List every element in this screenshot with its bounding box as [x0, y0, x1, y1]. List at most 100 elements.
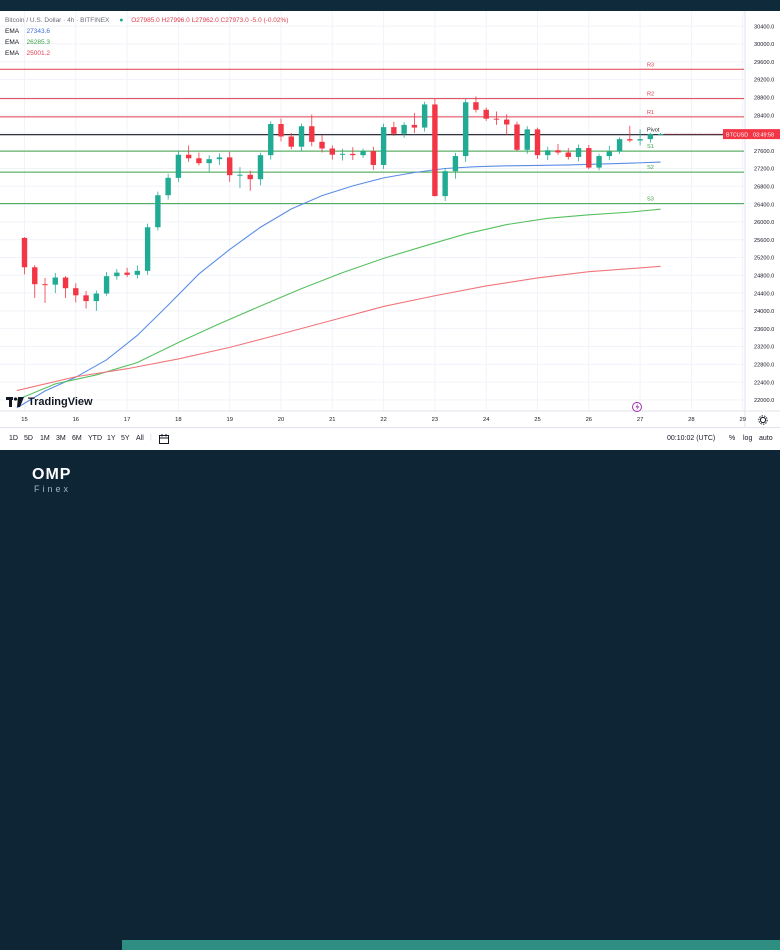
finex-logo-text: Finex [34, 484, 72, 494]
time-tick-label: 17 [124, 417, 130, 423]
candle-up [52, 277, 58, 285]
time-tick-label: 18 [175, 417, 181, 423]
timeframe-5d[interactable]: 5D [24, 435, 33, 442]
price-tag-symbol: BTCUSD [726, 132, 748, 138]
price-tag-badge[interactable] [723, 129, 780, 140]
price-tag-time: 03:49:58 [753, 132, 774, 138]
candle-up [144, 227, 151, 271]
omp-logo: OMP [32, 466, 72, 483]
price-chart[interactable]: 22000.0 22400.0 22800.0 23200.0 23600.0 24000… [0, 11, 780, 427]
pivot-label-s2: S2 [647, 165, 654, 171]
bottom-toolbar: 1D 5D 1M 3M 6M YTD 1Y 5Y All | 00:10:02 … [0, 427, 780, 451]
candle-down [319, 141, 325, 149]
date-range-icon[interactable] [159, 434, 169, 444]
utc-clock[interactable]: 00:10:02 (UTC) [667, 435, 716, 442]
ema-row-3[interactable]: EMA 25001.2 [5, 48, 288, 59]
candle-up [216, 157, 223, 160]
window-top-bar [0, 0, 780, 11]
timeframe-6m[interactable]: 6M [72, 435, 82, 442]
price-tick-label: 22000.0 [754, 398, 774, 404]
auto-toggle[interactable]: auto [759, 435, 773, 442]
candle-down [83, 295, 89, 302]
candle-down [62, 277, 69, 289]
market-status-dot: ● [119, 17, 124, 24]
chart-background [0, 11, 780, 427]
candle-down [288, 136, 294, 147]
candle-up [93, 293, 100, 302]
candle-up [268, 124, 274, 156]
candle-down [370, 151, 377, 165]
candle-up [165, 177, 171, 196]
event-marker-icon[interactable] [632, 402, 642, 412]
candle-down [309, 126, 315, 142]
candle-down [21, 237, 28, 268]
timeframe-5y[interactable]: 5Y [121, 435, 130, 442]
price-tick-label: 22400.0 [754, 380, 774, 386]
percent-toggle[interactable]: % [729, 435, 736, 442]
candle-down [278, 124, 284, 137]
timeframe-all[interactable]: All [136, 435, 144, 442]
timeframe-ytd[interactable]: YTD [88, 435, 102, 442]
candle-up [575, 148, 582, 157]
timeframe-3m[interactable]: 3M [56, 435, 66, 442]
candle-up [442, 171, 448, 197]
candle-down [504, 119, 510, 125]
candle-down [411, 124, 418, 128]
candle-down [196, 158, 202, 164]
candle-up [616, 139, 623, 152]
candle-down [555, 150, 561, 153]
ema-row-1[interactable]: EMA 27343.6 [5, 26, 288, 37]
settings-gear-icon[interactable] [759, 416, 767, 424]
candle-up [647, 134, 654, 140]
candle-up [657, 134, 664, 136]
time-tick-label: 26 [586, 417, 592, 423]
lightning-icon [635, 403, 640, 411]
tradingview-logo[interactable]: TradingView [6, 396, 93, 408]
ema-line-2 [16, 208, 661, 401]
candle-up [257, 155, 264, 180]
candle-down [350, 153, 356, 156]
timeframe-1y[interactable]: 1Y [107, 435, 116, 442]
price-tick-label: 26000.0 [754, 220, 774, 226]
time-tick-label: 23 [432, 417, 438, 423]
time-tick-label: 21 [329, 417, 335, 423]
symbol-title[interactable]: Bitcoin / U.S. Dollar · 4h · BITFINEX [5, 17, 110, 24]
ema-line-3 [16, 265, 661, 392]
timeframe-1m[interactable]: 1M [40, 435, 50, 442]
brand-accent-bar [122, 940, 780, 950]
time-tick-label: 15 [21, 417, 27, 423]
candle-down [514, 124, 520, 150]
price-tick-label: 23600.0 [754, 327, 774, 333]
toolbar-divider: | [150, 434, 152, 441]
candle-down [391, 127, 397, 134]
time-tick-label: 28 [688, 417, 694, 423]
candle-down [329, 148, 335, 155]
price-tick-label: 25600.0 [754, 238, 774, 244]
pivot-label-r2: R2 [647, 92, 654, 98]
time-tick-label: 19 [226, 417, 232, 423]
price-tick-label: 28800.0 [754, 96, 774, 102]
ema-line-1 [16, 161, 661, 409]
log-toggle[interactable]: log [743, 435, 753, 442]
candle-up [401, 124, 407, 134]
ohlc-values: O27985.0 H27996.0 L27962.0 C27973.0 -5.0… [131, 17, 289, 24]
price-tick-label: 22800.0 [754, 362, 774, 368]
candle-up [339, 153, 346, 155]
candle-up [237, 174, 243, 176]
candle-up [421, 104, 428, 128]
timeframe-1d[interactable]: 1D [9, 435, 18, 442]
price-tick-label: 24000.0 [754, 309, 774, 315]
candle-down [432, 104, 438, 197]
candle-up [134, 270, 141, 275]
candle-down [42, 284, 48, 286]
chart-panel[interactable]: 22000.0 22400.0 22800.0 23200.0 23600.0 24000… [0, 11, 780, 427]
candle-up [206, 159, 212, 164]
price-tick-label: 25200.0 [754, 256, 774, 262]
candle-up [452, 156, 459, 172]
candle-down [565, 152, 571, 157]
ema-row-2[interactable]: EMA 26285.3 [5, 37, 288, 48]
ema-value-1: 27343.6 [26, 28, 51, 35]
candle-up [637, 139, 643, 141]
candle-up [380, 127, 387, 165]
